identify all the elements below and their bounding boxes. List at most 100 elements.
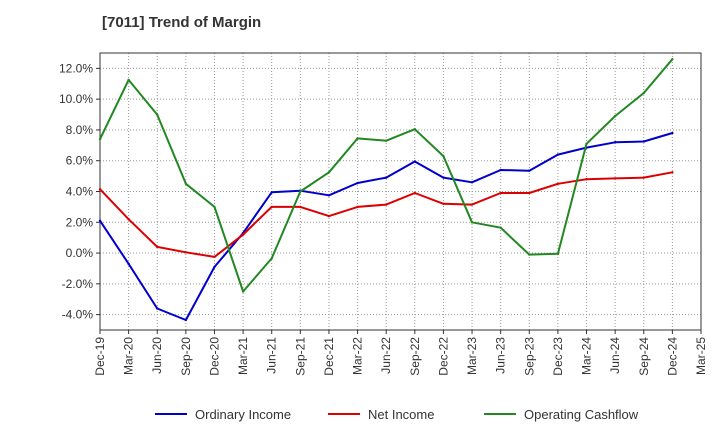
data-point-ordinary-income [98,219,102,222]
data-point-operating-cashflow [556,252,560,256]
y-tick-label: 8.0% [66,123,94,137]
series-layer [98,57,674,322]
grid-layer [99,53,702,330]
data-point-ordinary-income [499,168,502,172]
data-point-operating-cashflow [356,137,359,140]
data-point-net-income [413,191,417,195]
data-point-operating-cashflow [442,154,445,158]
x-tick-label: Sep-20 [179,337,193,376]
data-point-operating-cashflow [470,221,474,224]
x-tick-label: Dec-24 [665,337,679,376]
data-point-ordinary-income [327,194,331,197]
x-tick-label: Sep-21 [293,337,307,376]
x-tick-label: Mar-20 [122,337,136,375]
data-point-ordinary-income [127,262,130,266]
legend-label-operating-cashflow: Operating Cashflow [524,407,639,422]
y-tick-label: 2.0% [66,215,94,229]
data-point-ordinary-income [213,265,216,269]
data-point-net-income [184,251,188,254]
data-point-net-income [356,205,359,209]
x-tick-label: Dec-22 [436,337,450,376]
data-point-net-income [585,177,588,181]
data-point-ordinary-income [528,169,531,172]
x-tick-label: Dec-20 [207,337,221,376]
data-point-net-income [384,203,388,206]
data-point-net-income [528,191,531,195]
x-tick-label: Jun-22 [379,337,393,374]
data-point-operating-cashflow [299,190,302,193]
data-point-ordinary-income [156,307,159,310]
data-point-operating-cashflow [499,226,502,229]
x-tick-label: Mar-21 [236,337,250,375]
data-point-operating-cashflow [613,114,617,118]
y-tick-label: -4.0% [62,308,94,322]
x-tick-label: Mar-23 [465,337,479,375]
x-tick-label: Mar-24 [580,337,594,375]
x-tick-label: Sep-23 [522,337,536,376]
chart-title: [7011] Trend of Margin [102,14,262,31]
data-point-net-income [156,245,159,249]
data-point-ordinary-income [671,131,674,135]
legend-item-net-income: Net Income [328,407,434,422]
x-tick-label: Mar-25 [694,337,708,375]
y-tick-label: 12.0% [59,61,93,75]
y-tick-label: 0.0% [66,246,94,260]
data-point-ordinary-income [442,176,445,179]
data-point-net-income [442,202,445,206]
data-point-operating-cashflow [413,127,417,131]
data-point-ordinary-income [270,191,273,194]
legend-item-ordinary-income: Ordinary Income [155,407,291,422]
data-point-net-income [270,205,273,209]
data-point-ordinary-income [642,140,645,143]
x-tick-label: Mar-22 [351,337,365,375]
data-point-operating-cashflow [585,142,588,145]
data-point-operating-cashflow [98,137,102,141]
data-point-net-income [613,177,617,180]
data-point-operating-cashflow [671,57,674,61]
x-tick-label: Jun-23 [494,337,508,374]
data-point-ordinary-income [470,181,474,184]
data-point-operating-cashflow [184,182,188,186]
x-tick-label: Dec-23 [551,337,565,376]
data-point-net-income [470,203,474,206]
x-tick-label: Sep-22 [408,337,422,376]
data-point-net-income [556,182,560,186]
data-point-ordinary-income [556,153,560,156]
x-axis: Dec-19 Mar-20 Jun-20 Sep-20 Dec-20 Mar-21 Jun-… [93,330,708,376]
x-tick-label: Dec-21 [322,337,336,376]
data-point-net-income [127,218,130,221]
x-tick-label: Jun-24 [608,337,622,374]
legend-label-net-income: Net Income [368,407,434,422]
data-point-net-income [299,205,302,209]
y-tick-label: 4.0% [66,185,94,199]
data-point-net-income [499,191,502,195]
data-point-operating-cashflow [156,113,159,116]
y-tick-label: -2.0% [62,277,94,291]
x-tick-label: Sep-24 [637,337,651,376]
y-axis: -4.0% -2.0% 0.0% 2.0% 4.0% 6.0% 8.0% 10.0% 12.0% [59,61,100,322]
data-point-ordinary-income [413,160,417,163]
data-point-operating-cashflow [642,91,645,95]
data-point-ordinary-income [184,318,188,322]
legend-item-operating-cashflow: Operating Cashflow [484,407,639,422]
data-point-net-income [671,171,674,174]
y-tick-label: 6.0% [66,154,94,168]
data-point-net-income [642,176,645,179]
data-point-operating-cashflow [327,171,331,174]
data-point-operating-cashflow [270,257,273,260]
data-point-ordinary-income [356,181,359,185]
x-tick-label: Jun-21 [265,337,279,374]
data-point-operating-cashflow [127,78,130,82]
y-tick-label: 10.0% [59,92,93,106]
data-point-operating-cashflow [213,205,216,209]
data-point-ordinary-income [613,141,617,144]
data-point-net-income [98,187,102,191]
data-point-operating-cashflow [241,290,245,293]
data-point-net-income [241,233,245,236]
data-point-net-income [213,255,216,259]
legend-label-ordinary-income: Ordinary Income [195,407,291,422]
data-point-net-income [327,214,331,218]
data-point-operating-cashflow [528,253,531,256]
x-tick-label: Dec-19 [93,337,107,376]
